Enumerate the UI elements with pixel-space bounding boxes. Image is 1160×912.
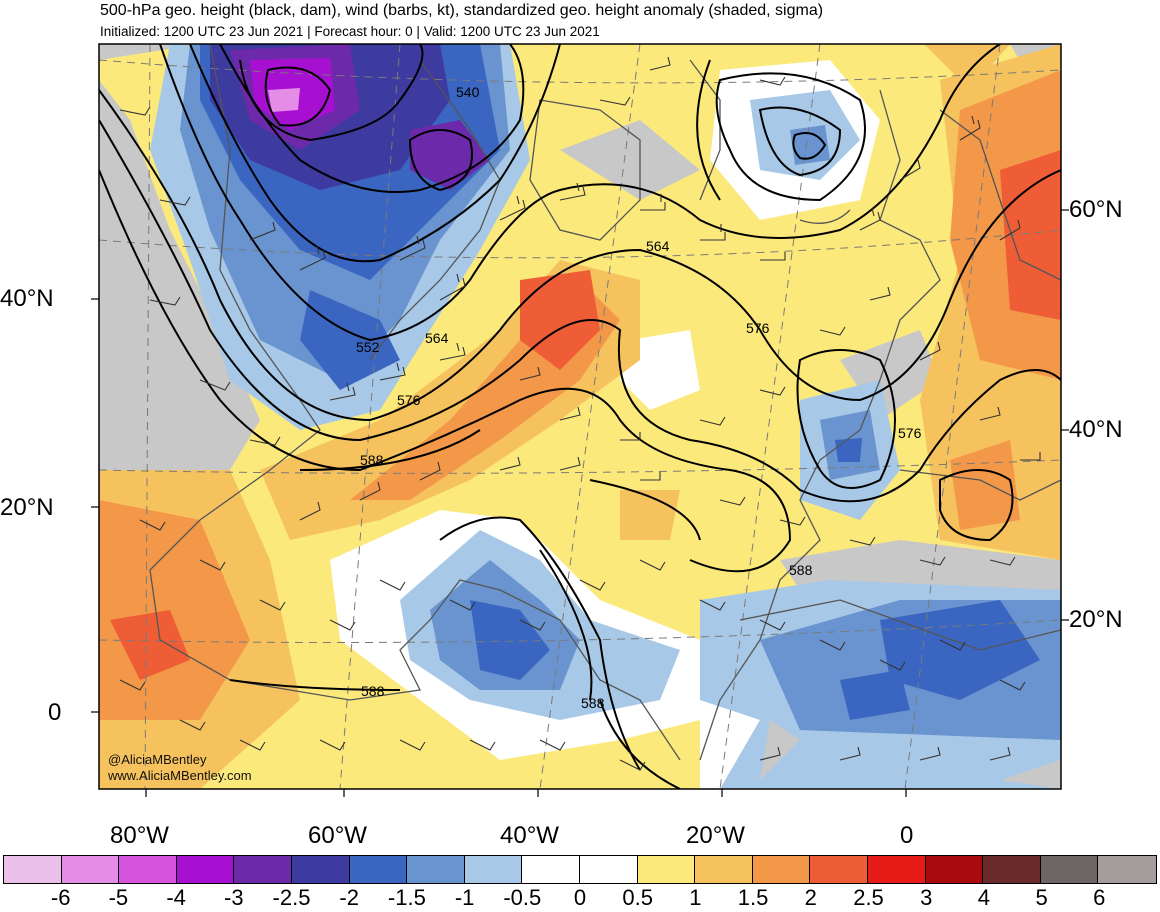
contour-label: 564 — [425, 330, 449, 346]
colorbar-swatch — [867, 856, 926, 883]
colorbar-swatch — [234, 856, 292, 883]
colorbar-swatch — [61, 856, 120, 883]
colorbar-swatch — [925, 856, 984, 883]
colorbar-swatch — [407, 856, 465, 883]
colorbar-swatch — [579, 856, 638, 883]
lon-label: 0 — [900, 822, 914, 849]
colorbar-swatch — [1098, 856, 1156, 883]
colorbar-label: -2 — [339, 885, 359, 910]
tick-marks — [91, 209, 1069, 797]
colorbar-label: 6 — [1093, 885, 1106, 910]
colorbar-swatch — [291, 856, 350, 883]
colorbar-label: 4 — [977, 885, 991, 910]
lon-label: 40°W — [500, 822, 559, 849]
contour-label: 588 — [360, 452, 384, 468]
coastlines — [149, 44, 1061, 761]
lat-label-right: 40°N — [1069, 416, 1123, 443]
colorbar-label: -5 — [108, 885, 129, 910]
lat-label-right: 60°N — [1069, 196, 1123, 223]
colorbar-label: -6 — [50, 885, 71, 910]
colorbar-label: -3 — [224, 885, 244, 910]
contour-label: 552 — [356, 339, 380, 355]
contour-label: 588 — [789, 562, 813, 578]
colorbar-swatch — [464, 856, 523, 883]
contour-label: 564 — [646, 238, 670, 254]
credit-url: www.AliciaMBentley.com — [108, 768, 252, 783]
wind-barbs — [119, 56, 1041, 771]
height-contours — [99, 44, 1061, 789]
graticule — [99, 44, 1061, 789]
contour-labels: 540 552 564 576 588 564 576 576 588 588 … — [356, 84, 922, 711]
credit-handle: @AliciaMBentley — [108, 752, 207, 767]
colorbar-swatch — [983, 856, 1041, 883]
colorbar-swatch — [637, 856, 696, 883]
contour-label: 576 — [746, 320, 770, 336]
lat-label-left: 0 — [48, 699, 62, 726]
colorbar-label: 0 — [573, 885, 587, 910]
colorbar-swatch — [4, 856, 62, 883]
lon-label: 60°W — [308, 822, 367, 849]
contour-label: 588 — [361, 683, 385, 699]
colorbar-label: 2 — [804, 885, 817, 910]
colorbar-swatch — [176, 856, 235, 883]
contour-label: 540 — [456, 84, 480, 100]
chart-title: 500-hPa geo. height (black, dam), wind (… — [100, 2, 824, 19]
colorbar-swatch — [695, 856, 753, 883]
colorbar-swatch — [1040, 856, 1099, 883]
lat-label-right: 20°N — [1069, 606, 1123, 633]
colorbar-label: 5 — [1035, 885, 1048, 910]
colorbar-swatch — [810, 856, 868, 883]
contour-label: 576 — [397, 392, 421, 408]
colorbar-label: -1.5 — [387, 885, 426, 910]
colorbar-label: -4 — [166, 885, 186, 910]
lat-label-left: 40°N — [0, 285, 54, 312]
colorbar-swatches — [3, 855, 1157, 884]
colorbar-label: -2.5 — [272, 885, 311, 910]
colorbar-swatch — [522, 856, 580, 883]
lon-label: 20°W — [686, 822, 745, 849]
colorbar-swatch — [752, 856, 811, 883]
contour-label: 576 — [898, 425, 922, 441]
colorbar-label: 2.5 — [853, 885, 884, 910]
colorbar-label: 0.5 — [622, 885, 653, 910]
weather-map: 540 552 564 576 588 564 576 576 588 588 … — [91, 43, 1069, 797]
colorbar: -6 -5 -4 -3 -2.5 -2 -1.5 -1 -0.5 0 0.5 1 1.5 2 2.5 3 4 5 6 — [0, 855, 1160, 912]
chart-subtitle: Initialized: 1200 UTC 23 Jun 2021 | Fore… — [100, 24, 600, 39]
contour-label: 588 — [581, 695, 605, 711]
colorbar-label: -1 — [454, 885, 475, 910]
lat-label-left: 20°N — [0, 494, 54, 521]
colorbar-swatch — [119, 856, 177, 883]
colorbar-label: 3 — [920, 885, 933, 910]
colorbar-swatch — [349, 856, 408, 883]
colorbar-label: 1 — [689, 885, 702, 910]
lon-label: 80°W — [110, 822, 169, 849]
colorbar-label: 1.5 — [737, 885, 769, 910]
map-frame — [98, 43, 1062, 790]
colorbar-label: -0.5 — [503, 885, 542, 910]
